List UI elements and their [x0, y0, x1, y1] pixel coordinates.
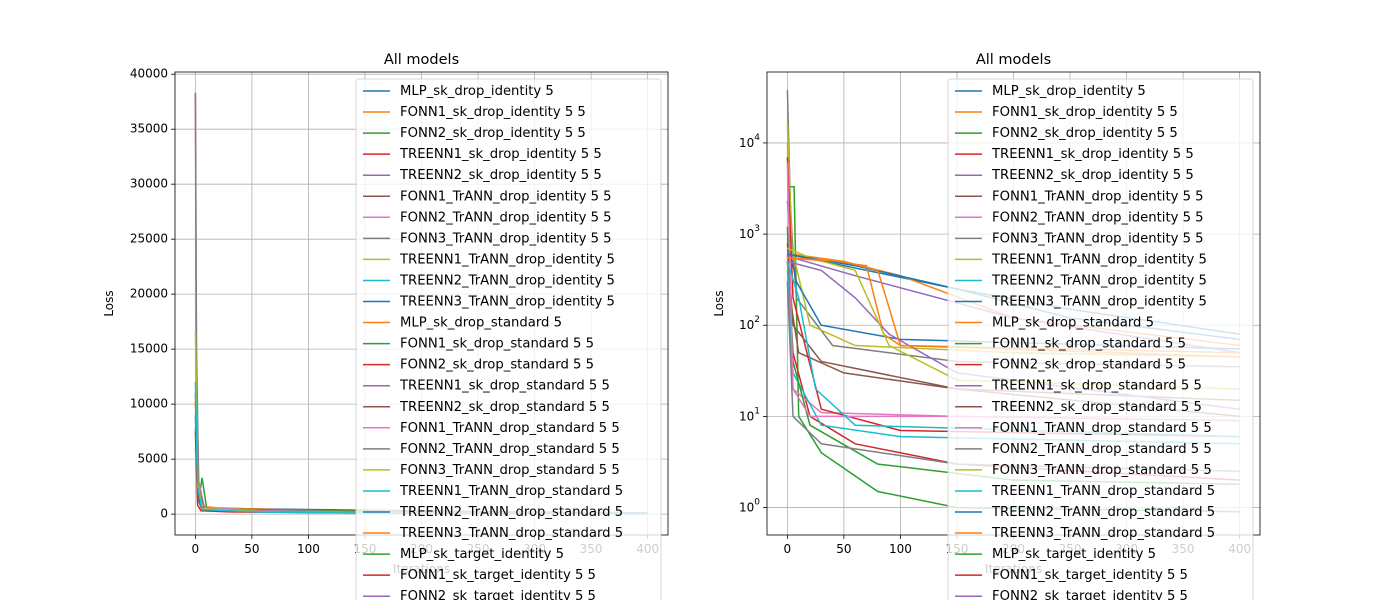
legend-entry: FONN1_sk_target_identity 5 5 [400, 568, 596, 583]
legend-entry: TREENN2_TrANN_drop_identity 5 [399, 273, 615, 288]
legend-entry: FONN1_sk_drop_identity 5 5 [400, 105, 586, 120]
y-tick-label: 35000 [130, 122, 168, 136]
y-tick-label: 104 [739, 132, 760, 149]
y-tick-label: 100 [739, 497, 760, 514]
legend-entry: FONN1_TrANN_drop_standard 5 5 [400, 421, 620, 436]
legend-entry: MLP_sk_drop_standard 5 [992, 316, 1154, 331]
legend-entry: TREENN2_sk_drop_standard 5 5 [399, 400, 610, 415]
x-tick-label: 100 [889, 542, 912, 556]
legend-entry: FONN2_sk_target_identity 5 5 [400, 589, 596, 600]
x-tick-label: 50 [244, 542, 259, 556]
x-tick-label: 100 [297, 542, 320, 556]
legend-entry: FONN2_sk_drop_standard 5 5 [992, 358, 1186, 373]
legend-entry: FONN1_sk_target_identity 5 5 [992, 568, 1188, 583]
legend-entry: FONN1_sk_drop_identity 5 5 [992, 105, 1178, 120]
y-tick-label: 15000 [130, 342, 168, 356]
legend-entry: TREENN2_TrANN_drop_standard 5 [991, 505, 1215, 520]
legend-entry: TREENN2_TrANN_drop_standard 5 [399, 505, 623, 520]
chart-title: All models [976, 52, 1051, 68]
legend-box [947, 78, 1254, 604]
legend-entry: FONN1_TrANN_drop_identity 5 5 [992, 189, 1204, 204]
legend-entry: FONN1_TrANN_drop_standard 5 5 [992, 421, 1212, 436]
y-tick-label: 5000 [137, 452, 168, 466]
y-tick-label: 10000 [130, 397, 168, 411]
y-tick-label: 0 [160, 507, 168, 521]
y-tick-label: 30000 [130, 177, 168, 191]
legend-entry: FONN1_sk_drop_standard 5 5 [400, 337, 594, 352]
chart-linear-loss: 0501001502002503003504000500010000150002… [102, 52, 669, 604]
legend-entry: TREENN1_TrANN_drop_identity 5 [991, 252, 1207, 267]
legend-entry: TREENN3_TrANN_drop_standard 5 [991, 526, 1215, 541]
chart-title: All models [384, 52, 459, 68]
x-tick-label: 0 [784, 542, 792, 556]
legend-entry: TREENN1_sk_drop_standard 5 5 [991, 379, 1202, 394]
y-tick-label: 40000 [130, 67, 168, 81]
legend-entry: FONN3_TrANN_drop_identity 5 5 [400, 231, 612, 246]
legend-entry: TREENN1_TrANN_drop_standard 5 [991, 484, 1215, 499]
legend-entry: TREENN2_TrANN_drop_identity 5 [991, 273, 1207, 288]
legend-entry: FONN1_TrANN_drop_identity 5 5 [400, 189, 612, 204]
legend-entry: TREENN3_TrANN_drop_identity 5 [399, 295, 615, 310]
legend-entry: MLP_sk_drop_identity 5 [992, 84, 1146, 99]
legend-entry: TREENN1_sk_drop_identity 5 5 [991, 147, 1194, 162]
y-tick-label: 20000 [130, 287, 168, 301]
legend-entry: FONN3_TrANN_drop_identity 5 5 [992, 231, 1204, 246]
legend-entry: TREENN2_sk_drop_standard 5 5 [991, 400, 1202, 415]
legend-entry: MLP_sk_drop_standard 5 [400, 316, 562, 331]
legend-entry: MLP_sk_target_identity 5 [400, 547, 564, 562]
legend-entry: TREENN1_TrANN_drop_identity 5 [399, 252, 615, 267]
x-tick-label: 0 [192, 542, 200, 556]
legend: MLP_sk_drop_identity 5 FONN1_sk_drop_iden… [947, 78, 1254, 604]
y-tick-label: 102 [739, 315, 760, 332]
legend-entry: FONN2_TrANN_drop_identity 5 5 [400, 210, 612, 225]
legend-entry: FONN3_TrANN_drop_standard 5 5 [992, 463, 1212, 478]
legend-entry: TREENN2_sk_drop_identity 5 5 [991, 168, 1194, 183]
y-tick-label: 25000 [130, 232, 168, 246]
y-axis-label: Loss [712, 290, 726, 316]
y-tick-label: 103 [739, 224, 760, 241]
legend-entry: FONN3_TrANN_drop_standard 5 5 [400, 463, 620, 478]
legend-entry: TREENN3_TrANN_drop_standard 5 [399, 526, 623, 541]
legend-entry: FONN2_sk_target_identity 5 5 [992, 589, 1188, 600]
y-axis-label: Loss [102, 290, 116, 316]
legend-box [355, 78, 662, 604]
legend-entry: FONN1_sk_drop_standard 5 5 [992, 337, 1186, 352]
legend-entry: TREENN2_sk_drop_identity 5 5 [399, 168, 602, 183]
legend-entry: MLP_sk_drop_identity 5 [400, 84, 554, 99]
legend-entry: FONN2_sk_drop_identity 5 5 [400, 126, 586, 141]
legend-entry: FONN2_TrANN_drop_standard 5 5 [400, 442, 620, 457]
legend-entry: TREENN3_TrANN_drop_identity 5 [991, 295, 1207, 310]
legend-entry: FONN2_TrANN_drop_identity 5 5 [992, 210, 1204, 225]
legend-entry: FONN2_sk_drop_standard 5 5 [400, 358, 594, 373]
chart-log-loss: 050100150200250300350400100101102103104A… [712, 52, 1261, 604]
legend: MLP_sk_drop_identity 5 FONN1_sk_drop_iden… [355, 78, 662, 604]
legend-entry: TREENN1_TrANN_drop_standard 5 [399, 484, 623, 499]
legend-entry: TREENN1_sk_drop_identity 5 5 [399, 147, 602, 162]
x-tick-label: 50 [836, 542, 851, 556]
legend-entry: FONN2_sk_drop_identity 5 5 [992, 126, 1178, 141]
y-tick-label: 101 [739, 406, 760, 423]
legend-entry: MLP_sk_target_identity 5 [992, 547, 1156, 562]
legend-entry: TREENN1_sk_drop_standard 5 5 [399, 379, 610, 394]
legend-entry: FONN2_TrANN_drop_standard 5 5 [992, 442, 1212, 457]
